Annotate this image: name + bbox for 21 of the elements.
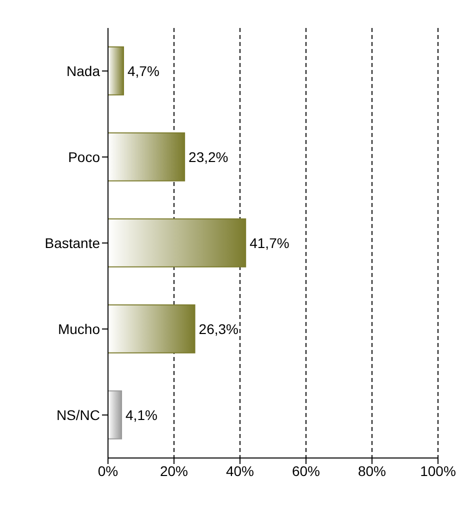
y-tick-label: Bastante bbox=[44, 234, 100, 251]
x-tick-label: 80% bbox=[358, 462, 386, 479]
data-label: 26,3% bbox=[198, 320, 238, 337]
y-tick-label: Nada bbox=[66, 62, 100, 79]
y-tick-label: Poco bbox=[68, 148, 100, 165]
x-tick-label: 100% bbox=[420, 462, 456, 479]
x-tick-label: 60% bbox=[292, 462, 320, 479]
data-label: 4,7% bbox=[128, 62, 160, 79]
bar bbox=[108, 46, 124, 96]
bar bbox=[108, 218, 246, 268]
x-tick-label: 0% bbox=[98, 462, 118, 479]
y-tick-label: NS/NC bbox=[56, 406, 100, 423]
bar bbox=[108, 390, 122, 440]
x-tick-label: 40% bbox=[226, 462, 254, 479]
x-tick-label: 20% bbox=[160, 462, 188, 479]
data-label: 4,1% bbox=[126, 406, 158, 423]
bar bbox=[108, 304, 196, 354]
data-label: 41,7% bbox=[250, 234, 290, 251]
bar bbox=[108, 132, 186, 182]
data-label: 23,2% bbox=[188, 148, 228, 165]
y-tick-label: Mucho bbox=[58, 320, 100, 337]
